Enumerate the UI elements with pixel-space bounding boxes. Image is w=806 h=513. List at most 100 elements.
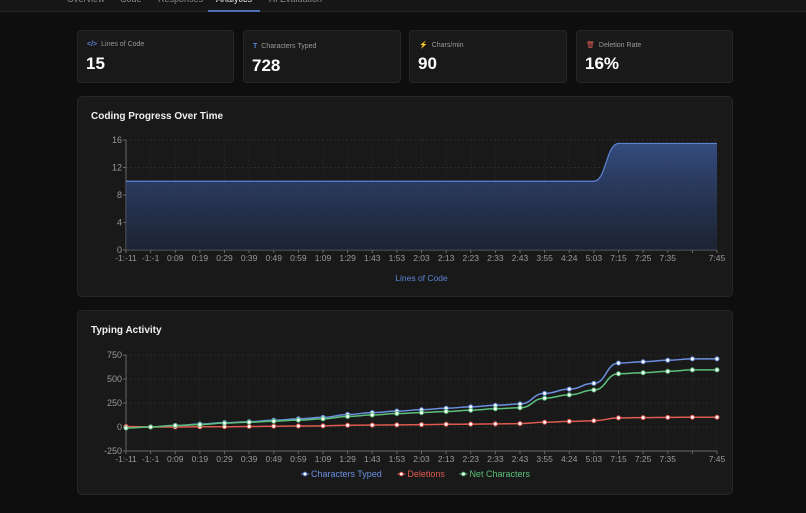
legend-label: Deletions: [407, 469, 445, 479]
data-point: [468, 421, 474, 427]
data-point: [492, 406, 498, 412]
x-tick-label: 7:25: [635, 454, 652, 464]
data-point: [542, 395, 548, 401]
x-tick-label: 7:35: [659, 454, 676, 464]
x-tick-label: 0:49: [265, 253, 282, 263]
legend-label: Characters Typed: [311, 469, 382, 479]
data-point: [591, 380, 597, 386]
data-point: [689, 367, 695, 373]
x-tick-label: 7:45: [709, 253, 726, 263]
x-tick-label: 3:55: [536, 454, 553, 464]
data-point: [246, 419, 252, 425]
x-tick-label: -1:-11: [115, 454, 137, 464]
x-tick-label: 7:25: [635, 253, 652, 263]
data-point: [665, 368, 671, 374]
tab-responses[interactable]: Responses: [158, 0, 203, 12]
data-point: [468, 407, 474, 413]
data-point: [345, 422, 351, 428]
data-point: [419, 410, 424, 416]
stat-card-chars-per-min: ⚡ Chars/min 90: [409, 30, 567, 83]
y-tick-label: 0: [117, 422, 122, 432]
x-tick-label: -1:-1: [142, 454, 160, 464]
data-point: [714, 414, 720, 420]
data-point: [394, 411, 400, 417]
data-point: [517, 421, 523, 427]
legend-marker: [399, 471, 404, 477]
y-tick-label: 12: [112, 163, 122, 173]
stat-label: Chars/min: [431, 41, 464, 49]
data-point: [443, 421, 449, 427]
data-point: [616, 371, 621, 377]
x-tick-label: 0:59: [290, 253, 307, 263]
x-tick-label: 0:29: [216, 454, 233, 464]
data-point: [295, 423, 301, 429]
data-point: [271, 423, 277, 429]
stat-card-deletion-rate: 🗑 Deletion Rate 16%: [576, 30, 733, 83]
legend-marker: [302, 471, 308, 477]
data-point: [123, 425, 129, 431]
stat-value: 728: [252, 56, 281, 75]
lightning-icon: ⚡: [419, 42, 428, 49]
legend-marker: [461, 471, 466, 477]
data-point: [222, 420, 227, 426]
data-point: [640, 415, 646, 421]
x-tick-label: 2:23: [462, 253, 479, 263]
stat-card-lines-of-code: </> Lines of Code 15: [77, 30, 234, 83]
stat-label: Lines of Code: [101, 41, 145, 48]
x-tick-label: 0:09: [167, 454, 184, 464]
tab-code[interactable]: Code: [120, 0, 142, 12]
tab-ai-evaluation[interactable]: AI Evaluation: [269, 0, 322, 12]
y-tick-label: -250: [104, 446, 122, 456]
x-tick-label: 1:53: [389, 454, 406, 464]
data-point: [542, 419, 548, 425]
x-tick-label: 2:13: [438, 454, 455, 464]
x-tick-label: 7:35: [659, 253, 676, 263]
tab-overview[interactable]: Overview: [67, 0, 105, 12]
data-point: [542, 390, 548, 396]
x-tick-label: 1:29: [339, 454, 356, 464]
data-point: [689, 356, 695, 362]
x-tick-label: 0:19: [192, 454, 209, 464]
data-point: [394, 422, 400, 428]
x-tick-label: 1:43: [364, 253, 381, 263]
tab-analytics[interactable]: Analytics: [207, 0, 261, 12]
y-tick-label: 750: [107, 350, 122, 360]
data-point: [566, 386, 572, 392]
data-point: [591, 418, 597, 424]
data-point: [246, 424, 252, 430]
x-tick-label: 1:09: [315, 253, 332, 263]
x-tick-label: 0:49: [265, 454, 282, 464]
data-point: [419, 422, 424, 428]
x-tick-label: 1:09: [315, 454, 332, 464]
data-point: [492, 421, 498, 427]
x-tick-label: 0:29: [216, 253, 233, 263]
y-tick-label: 500: [107, 374, 122, 384]
series-line: [125, 142, 717, 182]
data-point: [591, 387, 597, 393]
typing-activity-panel: Typing Activity -250 0 250 500 750 -1:-11 -1:-…: [77, 310, 733, 495]
x-tick-label: 2:13: [438, 253, 455, 263]
x-tick-label: 5:03: [586, 454, 603, 464]
data-point: [616, 360, 621, 366]
data-point: [714, 367, 720, 373]
legend-label: Net Characters: [469, 469, 530, 479]
x-tick-label: 4:24: [561, 454, 578, 464]
y-tick-label: 16: [112, 135, 122, 145]
x-tick-label: 2:03: [413, 253, 430, 263]
data-point: [566, 418, 572, 424]
text-icon: T: [253, 43, 258, 50]
x-tick-label: 1:29: [339, 253, 356, 263]
data-point: [640, 370, 646, 376]
coding-progress-panel: Coding Progress Over Time 0 4 8 12 16 -1:-11-…: [77, 96, 733, 297]
y-tick-label: 4: [117, 218, 122, 228]
y-tick-label: 8: [117, 190, 122, 200]
stat-value: 90: [418, 54, 437, 73]
stat-card-characters-typed: T Characters Typed 728: [243, 30, 401, 83]
data-point: [566, 392, 572, 398]
x-tick-label: 3:55: [536, 253, 553, 263]
code-icon: </>: [87, 41, 98, 48]
x-tick-label: -1:-1: [142, 253, 160, 263]
chart-title: Typing Activity: [91, 325, 162, 336]
trash-icon: 🗑: [586, 42, 595, 49]
data-point: [443, 408, 449, 414]
